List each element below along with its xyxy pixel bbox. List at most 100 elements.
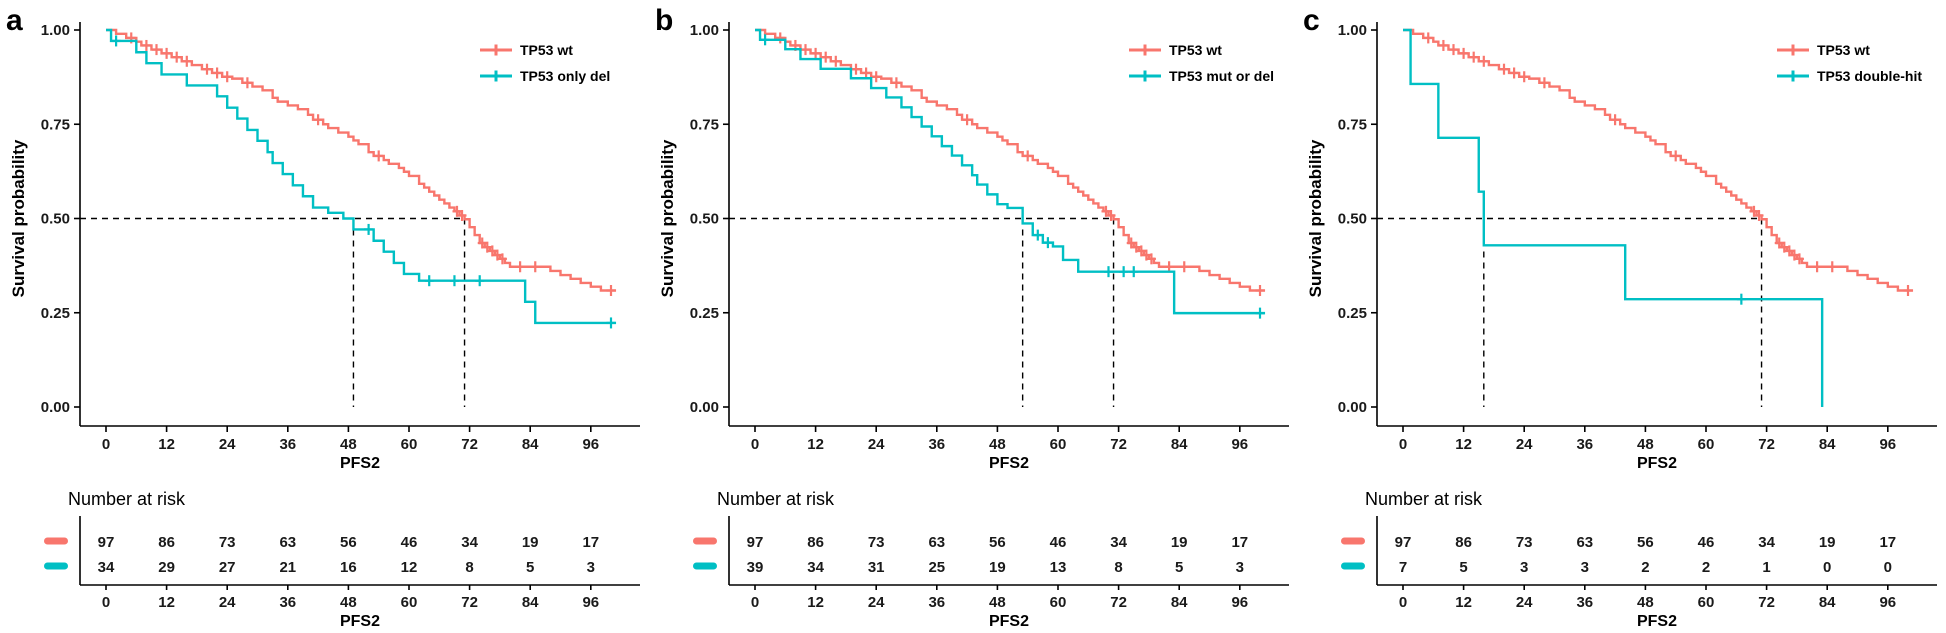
risk-count: 25	[928, 559, 945, 576]
y-tick-label: 0.75	[1338, 116, 1367, 133]
x-tick-label: 0	[102, 436, 110, 453]
y-tick-label: 0.50	[1338, 211, 1367, 228]
risk-x-tick-label: 0	[1399, 594, 1407, 611]
risk-table-title: Number at risk	[68, 489, 186, 509]
y-tick-label: 0.00	[690, 399, 719, 416]
risk-count: 63	[928, 534, 945, 551]
y-axis-title: Survival probability	[658, 139, 677, 297]
risk-count: 17	[1231, 534, 1248, 551]
x-tick-label: 36	[1576, 436, 1593, 453]
km-plot-svg-b: b 1.00 0.75 0.50 0.25 0.00 0 12 24 36 48 60 72 84 96 PF…	[655, 4, 1289, 630]
risk-count: 21	[279, 559, 296, 576]
x-tick-label: 72	[1758, 436, 1775, 453]
risk-x-tick-label: 72	[1758, 594, 1775, 611]
risk-count: 56	[989, 534, 1006, 551]
risk-table-title: Number at risk	[717, 489, 835, 509]
y-tick-label: 0.25	[1338, 305, 1367, 322]
risk-count: 0	[1884, 559, 1892, 576]
x-tick-label: 0	[751, 436, 759, 453]
x-tick-label: 84	[522, 436, 539, 453]
x-tick-label: 60	[401, 436, 418, 453]
risk-count: 2	[1641, 559, 1649, 576]
y-tick-label: 0.25	[690, 305, 719, 322]
risk-x-tick-label: 0	[751, 594, 759, 611]
risk-count: 97	[747, 534, 764, 551]
legend-label: TP53 wt	[1817, 42, 1870, 58]
y-tick-label: 0.00	[1338, 399, 1367, 416]
x-tick-label: 96	[1231, 436, 1248, 453]
legend-label: TP53 mut or del	[1169, 68, 1274, 84]
risk-count: 13	[1050, 559, 1067, 576]
risk-count: 16	[340, 559, 357, 576]
risk-count: 31	[868, 559, 885, 576]
y-axis-title: Survival probability	[9, 139, 28, 297]
risk-count: 56	[340, 534, 357, 551]
risk-row-swatch-tp53-wt	[1341, 537, 1365, 545]
risk-x-tick-label: 96	[1879, 594, 1896, 611]
risk-x-tick-label: 60	[401, 594, 418, 611]
x-tick-label: 24	[868, 436, 885, 453]
y-tick-label: 0.25	[41, 305, 70, 322]
risk-count: 86	[1455, 534, 1472, 551]
risk-x-tick-label: 84	[1819, 594, 1836, 611]
risk-count: 19	[1819, 534, 1836, 551]
risk-count: 34	[461, 534, 478, 551]
risk-count: 97	[1395, 534, 1412, 551]
risk-x-tick-label: 12	[807, 594, 824, 611]
legend-label: TP53 only del	[520, 68, 610, 84]
risk-x-axis-title: PFS2	[1637, 613, 1677, 630]
risk-count: 8	[465, 559, 473, 576]
panel-b: b 1.00 0.75 0.50 0.25 0.00 0 12 24 36 48 60 72 84 96 PF…	[649, 0, 1298, 633]
risk-row-swatch-tp53-wt	[44, 537, 68, 545]
risk-count: 8	[1114, 559, 1122, 576]
risk-count: 34	[1110, 534, 1127, 551]
y-tick-label: 0.75	[690, 116, 719, 133]
risk-count: 5	[1459, 559, 1467, 576]
risk-count: 34	[1758, 534, 1775, 551]
x-tick-label: 96	[1879, 436, 1896, 453]
legend-label: TP53 wt	[520, 42, 573, 58]
panel-a: a 1.00 0.75 0.50 0.25 0.00 0 12 24 36 48 60 72 84 96 PF…	[0, 0, 649, 633]
x-tick-label: 36	[279, 436, 296, 453]
y-axis-title: Survival probability	[1306, 139, 1325, 297]
risk-x-tick-label: 24	[1516, 594, 1533, 611]
x-tick-label: 24	[219, 436, 236, 453]
risk-count: 5	[1175, 559, 1183, 576]
risk-count: 3	[587, 559, 595, 576]
risk-x-tick-label: 48	[989, 594, 1006, 611]
risk-x-axis-title: PFS2	[989, 613, 1029, 630]
risk-count: 1	[1762, 559, 1770, 576]
risk-count: 19	[989, 559, 1006, 576]
x-tick-label: 72	[461, 436, 478, 453]
x-tick-label: 72	[1110, 436, 1127, 453]
risk-count: 46	[1698, 534, 1715, 551]
x-tick-label: 48	[989, 436, 1006, 453]
risk-count: 2	[1702, 559, 1710, 576]
risk-x-tick-label: 60	[1050, 594, 1067, 611]
risk-count: 63	[279, 534, 296, 551]
risk-count: 73	[1516, 534, 1533, 551]
y-tick-label: 1.00	[41, 22, 70, 39]
risk-row-swatch-tp53-double-hit	[1341, 562, 1365, 570]
risk-x-axis-title: PFS2	[340, 613, 380, 630]
x-axis-title: PFS2	[989, 455, 1029, 472]
risk-x-tick-label: 60	[1698, 594, 1715, 611]
x-tick-label: 84	[1819, 436, 1836, 453]
y-tick-label: 0.50	[41, 211, 70, 228]
x-tick-label: 48	[340, 436, 357, 453]
y-tick-label: 0.75	[41, 116, 70, 133]
risk-count: 46	[1050, 534, 1067, 551]
survival-curve-tp53-double-hit	[1403, 28, 1824, 407]
risk-x-tick-label: 36	[1576, 594, 1593, 611]
risk-count: 34	[807, 559, 824, 576]
risk-x-tick-label: 96	[1231, 594, 1248, 611]
panel-letter: c	[1303, 4, 1320, 37]
risk-count: 27	[219, 559, 236, 576]
risk-x-tick-label: 24	[868, 594, 885, 611]
y-tick-label: 0.50	[690, 211, 719, 228]
risk-x-tick-label: 36	[928, 594, 945, 611]
risk-count: 3	[1581, 559, 1589, 576]
risk-row-swatch-tp53-mut-or-del	[693, 562, 717, 570]
x-axis-title: PFS2	[340, 455, 380, 472]
